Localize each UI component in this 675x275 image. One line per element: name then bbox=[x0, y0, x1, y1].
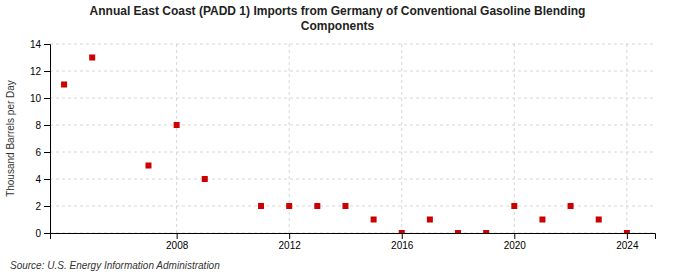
point bbox=[61, 82, 67, 88]
title-line: Annual East Coast (PADD 1) Imports from … bbox=[90, 4, 586, 18]
y-tick-label: 12 bbox=[30, 66, 42, 77]
y-tick: 6 bbox=[35, 147, 50, 158]
y-grid-line bbox=[50, 152, 655, 153]
y-tick-label: 10 bbox=[30, 93, 42, 104]
point bbox=[624, 230, 630, 233]
y-tick-mark bbox=[44, 179, 50, 180]
x-axis-line bbox=[51, 234, 656, 240]
point bbox=[399, 230, 405, 233]
title-line: Components bbox=[301, 19, 375, 33]
y-tick: 10 bbox=[30, 93, 50, 104]
y-tick-label: 2 bbox=[35, 201, 41, 212]
point bbox=[371, 217, 377, 223]
chart-container: 2008 2012 2016 2020 2024 0 2 4 6 8 10 12 14 Annual Ea… bbox=[0, 0, 675, 275]
y-grid-line bbox=[50, 44, 655, 45]
point bbox=[286, 203, 292, 209]
point bbox=[145, 163, 151, 169]
x-tick: 2008 bbox=[166, 233, 189, 251]
y-tick-label: 8 bbox=[35, 120, 41, 131]
y-grid-line bbox=[50, 179, 655, 180]
chart-svg: 2008 2012 2016 2020 2024 0 2 4 6 8 10 12 14 Annual Ea… bbox=[0, 0, 675, 275]
y-tick-mark bbox=[44, 44, 50, 45]
y-tick: 12 bbox=[30, 66, 50, 77]
y-tick-label: 0 bbox=[35, 228, 41, 239]
y-tick-label: 4 bbox=[35, 174, 41, 185]
point bbox=[89, 55, 95, 61]
y-tick-mark bbox=[44, 152, 50, 153]
point bbox=[258, 203, 264, 209]
title: Annual East Coast (PADD 1) Imports from … bbox=[90, 4, 586, 33]
y-grid-line bbox=[50, 98, 655, 99]
y-tick: 4 bbox=[35, 174, 50, 185]
point bbox=[568, 203, 574, 209]
x-tick-mark bbox=[514, 233, 515, 239]
plot-area: 2008 2012 2016 2020 2024 0 2 4 6 8 10 12 14 bbox=[30, 39, 656, 251]
point bbox=[539, 217, 545, 223]
y-tick-mark bbox=[44, 125, 50, 126]
x-grid-line bbox=[626, 44, 627, 233]
point bbox=[202, 176, 208, 182]
x-tick-label: 2020 bbox=[504, 240, 527, 251]
y-tick: 0 bbox=[35, 228, 50, 239]
y-grid-line bbox=[50, 71, 655, 72]
x-grid-line bbox=[401, 44, 402, 233]
x-tick: 2016 bbox=[391, 233, 414, 251]
x-tick: 2024 bbox=[616, 233, 639, 251]
point bbox=[596, 217, 602, 223]
y-grid-line bbox=[50, 206, 655, 207]
x-tick-label: 2016 bbox=[391, 240, 414, 251]
point bbox=[511, 203, 517, 209]
y-tick: 2 bbox=[35, 201, 50, 212]
y-tick: 8 bbox=[35, 120, 50, 131]
y-tick-label: 14 bbox=[30, 39, 42, 50]
x-tick-label: 2024 bbox=[616, 240, 639, 251]
source-note: Source: U.S. Energy Information Administ… bbox=[10, 260, 220, 271]
x-tick-mark bbox=[402, 233, 403, 239]
y-grid-line bbox=[50, 125, 655, 126]
x-tick-mark bbox=[627, 233, 628, 239]
y-tick-mark bbox=[44, 233, 50, 234]
point bbox=[174, 122, 180, 128]
x-tick-mark bbox=[289, 233, 290, 239]
x-grid-line bbox=[176, 44, 177, 233]
point bbox=[314, 203, 320, 209]
y-axis-line bbox=[44, 45, 51, 234]
y-tick-mark bbox=[44, 98, 50, 99]
x-tick-label: 2012 bbox=[279, 240, 302, 251]
y-axis: 0 2 4 6 8 10 12 14 bbox=[30, 39, 51, 239]
x-tick-label: 2008 bbox=[166, 240, 189, 251]
grid bbox=[50, 44, 655, 233]
y-tick: 14 bbox=[30, 39, 50, 50]
point bbox=[483, 230, 489, 233]
x-axis: 2008 2012 2016 2020 2024 bbox=[51, 233, 656, 251]
x-tick: 2012 bbox=[279, 233, 302, 251]
y-tick-mark bbox=[44, 206, 50, 207]
y-axis-title: Thousand Barrels per Day bbox=[5, 80, 16, 197]
x-tick-mark bbox=[177, 233, 178, 239]
y-tick-mark bbox=[44, 71, 50, 72]
point bbox=[427, 217, 433, 223]
y-tick-label: 6 bbox=[35, 147, 41, 158]
x-tick: 2020 bbox=[504, 233, 527, 251]
point bbox=[342, 203, 348, 209]
points bbox=[61, 55, 630, 234]
point bbox=[455, 230, 461, 233]
